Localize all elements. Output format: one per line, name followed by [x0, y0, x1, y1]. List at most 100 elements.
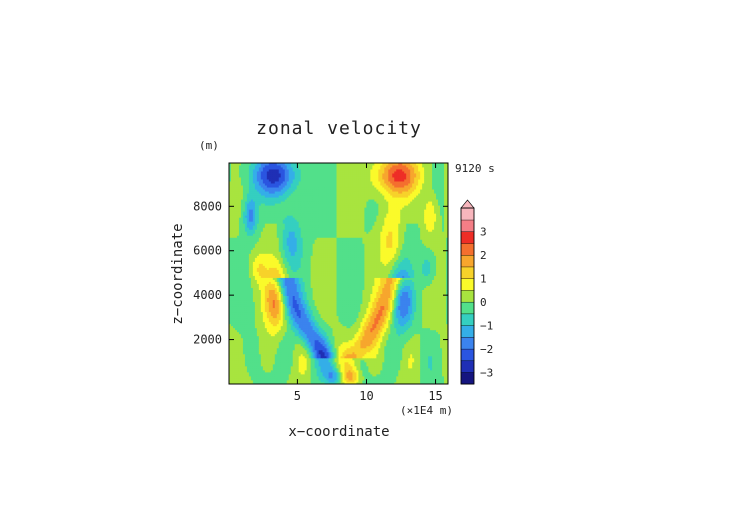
field-cell: [234, 315, 238, 319]
field-cell: [330, 339, 333, 343]
field-cell: [306, 299, 310, 303]
field-cell: [440, 329, 443, 333]
field-cell: [428, 379, 431, 383]
field-cell: [242, 291, 246, 294]
field-cell: [380, 309, 383, 313]
field-cell: [264, 369, 268, 373]
field-cell: [312, 361, 316, 365]
field-cell: [230, 335, 234, 339]
field-cell: [288, 351, 292, 355]
field-cell: [318, 311, 321, 315]
field-cell: [346, 327, 349, 331]
field-cell: [248, 311, 252, 315]
field-cell: [310, 303, 314, 307]
field-cell: [444, 333, 447, 337]
field-cell: [252, 341, 256, 345]
field-cell: [308, 325, 312, 329]
field-cell: [252, 375, 256, 379]
field-cell: [248, 371, 252, 375]
field-cell: [300, 337, 304, 341]
field-cell: [356, 363, 359, 367]
field-cell: [358, 321, 361, 325]
field-cell: [436, 299, 439, 303]
field-cell: [256, 331, 260, 335]
field-cell: [336, 321, 339, 325]
field-cell: [286, 373, 290, 377]
field-cell: [396, 317, 399, 321]
field-cell: [440, 359, 443, 363]
field-cell: [352, 303, 355, 307]
field-cell: [246, 347, 250, 351]
field-cell: [300, 325, 304, 329]
field-cell: [288, 359, 292, 363]
field-cell: [294, 375, 298, 379]
field-cell: [388, 365, 391, 369]
field-cell: [412, 293, 415, 296]
field-cell: [288, 345, 292, 349]
field-cell: [328, 311, 331, 315]
field-cell: [370, 329, 373, 333]
field-cell: [266, 335, 270, 339]
field-cell: [322, 369, 325, 373]
field-cell: [298, 367, 302, 371]
field-cell: [286, 341, 290, 345]
field-cell: [344, 349, 347, 353]
field-cell: [306, 333, 310, 337]
field-cell: [372, 351, 375, 355]
field-cell: [248, 367, 252, 371]
field-cell: [444, 337, 447, 341]
field-cell: [230, 317, 234, 321]
field-cell: [310, 345, 314, 349]
field-cell: [340, 341, 343, 345]
field-cell: [326, 303, 329, 307]
field-cell: [348, 339, 351, 343]
field-cell: [446, 377, 448, 381]
field-cell: [422, 375, 425, 379]
field-cell: [398, 305, 401, 309]
field-cell: [344, 303, 347, 307]
field-cell: [318, 375, 321, 379]
field-cell: [272, 381, 276, 384]
field-cell: [292, 303, 296, 307]
field-cell: [262, 357, 266, 361]
field-cell: [308, 343, 312, 347]
field-cell: [416, 371, 419, 375]
field-cell: [240, 353, 244, 357]
field-cell: [280, 351, 284, 355]
field-cell: [328, 333, 331, 337]
field-cell: [380, 347, 383, 351]
field-cell: [308, 333, 312, 337]
field-cell: [282, 371, 286, 375]
field-cell: [378, 307, 381, 311]
field-cell: [394, 329, 397, 333]
field-cell: [440, 335, 443, 339]
field-cell: [378, 297, 381, 301]
field-cell: [366, 361, 369, 365]
field-cell: [388, 335, 391, 339]
field-cell: [426, 359, 429, 363]
field-cell: [262, 341, 266, 345]
field-cell: [290, 367, 294, 371]
field-cell: [382, 375, 385, 379]
field-cell: [270, 321, 274, 325]
field-cell: [244, 349, 248, 353]
field-cell: [248, 361, 252, 365]
field-cell: [236, 375, 240, 379]
field-cell: [404, 375, 407, 379]
field-cell: [264, 357, 268, 361]
field-cell: [422, 341, 425, 345]
field-cell: [252, 371, 256, 375]
field-cell: [400, 319, 403, 323]
field-cell: [330, 303, 333, 307]
field-cell: [420, 351, 423, 355]
field-cell: [338, 315, 341, 319]
field-cell: [374, 317, 377, 321]
field-cell: [270, 301, 274, 305]
field-cell: [284, 291, 288, 294]
field-cell: [358, 349, 361, 353]
field-cell: [362, 379, 365, 383]
field-cell: [394, 305, 397, 309]
field-cell: [298, 301, 302, 305]
field-cell: [422, 323, 425, 327]
field-cell: [368, 321, 371, 325]
